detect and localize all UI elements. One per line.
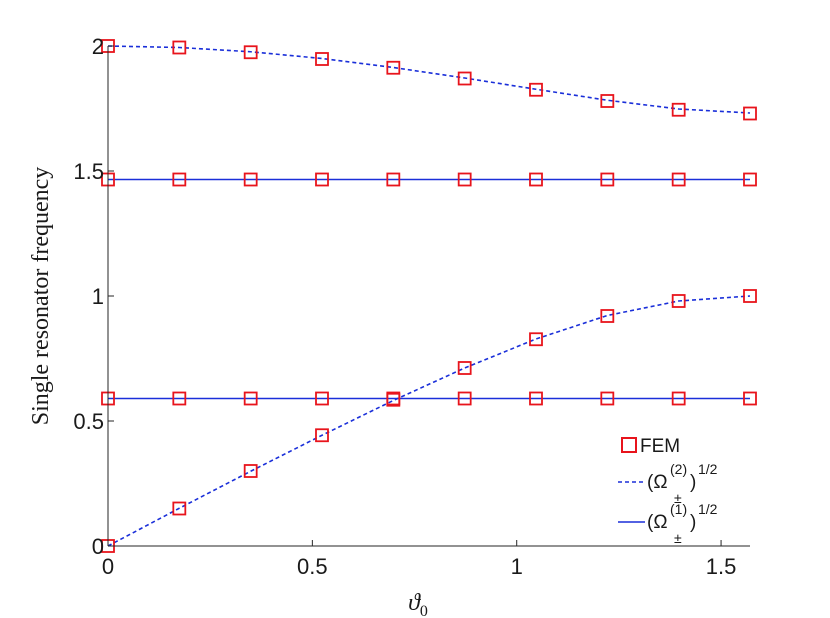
- legend-omega2-close: ): [690, 472, 696, 493]
- fem-marker-1-8: [600, 94, 615, 108]
- marker-layer: [101, 39, 757, 553]
- fem-marker-4-6: [457, 391, 472, 406]
- legend-omega1-close: ): [690, 512, 696, 533]
- plot-area: [108, 46, 750, 546]
- fem-marker-4-3: [243, 391, 258, 406]
- fem-marker-1-6: [457, 71, 472, 86]
- y-tick-label-3: 1: [92, 284, 104, 309]
- y-tick-label-2: 0.5: [73, 409, 104, 434]
- y-axis-label: Single resonator frequency: [28, 167, 54, 426]
- fem-marker-2-2: [172, 501, 187, 516]
- legend-omega2-exp: 1/2: [698, 461, 718, 477]
- x-tick-label-3: 1: [511, 554, 523, 579]
- fem-marker-2-7: [529, 332, 543, 347]
- legend: FEM (Ω(2))1/2 ± (Ω(1))1/2 ±: [618, 436, 718, 546]
- x-tick-label-4: 1.5: [706, 554, 737, 579]
- legend-omega1-exp: 1/2: [698, 501, 718, 517]
- fem-marker-3-7: [529, 172, 543, 187]
- legend-omega1-sub: ±: [674, 530, 682, 546]
- fem-marker-3-5: [386, 172, 401, 187]
- fem-marker-3-2: [172, 172, 187, 187]
- axes-layer: 0 0.5 1 1.5 0 0.5 1 1.5 2: [73, 34, 750, 579]
- fem-marker-2-9: [671, 294, 686, 308]
- legend-omega1-label: (Ω(1))1/2 ±: [647, 501, 718, 546]
- fem-marker-1-7: [529, 82, 543, 97]
- legend-omega1-sup: (1): [670, 501, 687, 517]
- fem-marker-1-9: [671, 102, 686, 117]
- y-tick-label-5: 2: [92, 34, 104, 59]
- fem-marker-3-4: [315, 172, 329, 187]
- fem-marker-3-8: [600, 172, 615, 187]
- fem-marker-3-3: [243, 172, 258, 187]
- y-tick-label-1: 0: [92, 534, 104, 559]
- fem-marker-3-9: [671, 172, 686, 187]
- fem-marker-2-6: [457, 361, 472, 375]
- fem-marker-4-10: [743, 391, 757, 406]
- fem-marker-4-5: [386, 391, 401, 406]
- fem-marker-4-9: [671, 391, 686, 406]
- series-layer: [107, 45, 751, 547]
- fem-marker-1-5: [386, 60, 401, 75]
- series-line-1: [107, 45, 751, 114]
- legend-omega2-sub: ±: [674, 490, 682, 506]
- legend-omega2-sup: (2): [670, 461, 687, 477]
- x-tick-label-1: 0: [102, 554, 114, 579]
- legend-omega2-label: (Ω(2))1/2 ±: [647, 461, 718, 506]
- fem-marker-1-10: [743, 106, 757, 121]
- fem-marker-1-3: [243, 45, 258, 60]
- fem-marker-4-8: [600, 391, 615, 406]
- x-tick-label-2: 0.5: [297, 554, 328, 579]
- x-axis-label-subscript: 0: [420, 603, 428, 618]
- fem-marker-2-3: [243, 464, 258, 478]
- legend-fem-label: FEM: [640, 436, 680, 457]
- fem-marker-4-2: [172, 391, 187, 406]
- x-axis-label: ϑ0: [408, 590, 428, 618]
- legend-omega1-base: (Ω: [647, 512, 668, 533]
- fem-marker-1-4: [315, 52, 329, 66]
- fem-marker-2-10: [743, 289, 757, 303]
- x-axis-label-symbol: ϑ: [408, 590, 421, 616]
- legend-omega2-base: (Ω: [647, 472, 668, 493]
- fem-marker-4-4: [315, 391, 329, 406]
- series-line-2: [107, 295, 751, 547]
- fem-marker-3-10: [743, 172, 757, 187]
- fem-marker-1-2: [172, 40, 187, 55]
- legend-fem-marker: [621, 437, 637, 453]
- y-tick-label-4: 1.5: [73, 159, 104, 184]
- fem-marker-4-7: [529, 391, 543, 406]
- fem-marker-3-6: [457, 172, 472, 187]
- fem-marker-2-4: [315, 428, 329, 443]
- fem-marker-2-8: [600, 309, 615, 323]
